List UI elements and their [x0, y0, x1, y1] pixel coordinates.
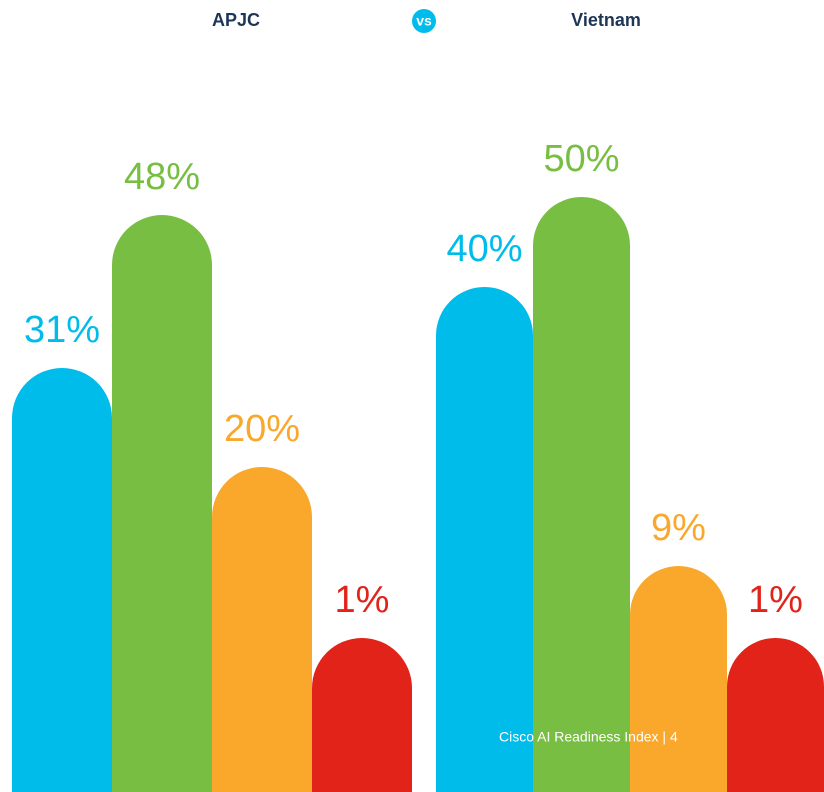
bar [212, 467, 312, 792]
value-label: 20% [224, 408, 300, 450]
footer: Cisco AI Readiness Index | 4 [499, 729, 678, 745]
bar [630, 566, 727, 792]
value-label: 1% [335, 579, 390, 621]
bar [312, 638, 412, 792]
value-label: 1% [748, 579, 803, 621]
vs-text: vs [416, 13, 432, 29]
value-label: 50% [543, 138, 619, 180]
bar [112, 215, 212, 792]
bar [12, 368, 112, 792]
group-title: APJC [212, 10, 260, 30]
value-label: 48% [124, 156, 200, 198]
vs-badge [412, 9, 436, 33]
value-label: 40% [446, 228, 522, 270]
bar [727, 637, 824, 792]
value-label: 31% [24, 309, 100, 351]
group-title: Vietnam [571, 10, 641, 30]
value-label: 9% [651, 507, 706, 549]
bar [533, 196, 630, 792]
bar [436, 287, 533, 792]
bars: 31% 48% 20% 1% 40% 50% 9% 1% [12, 138, 824, 792]
